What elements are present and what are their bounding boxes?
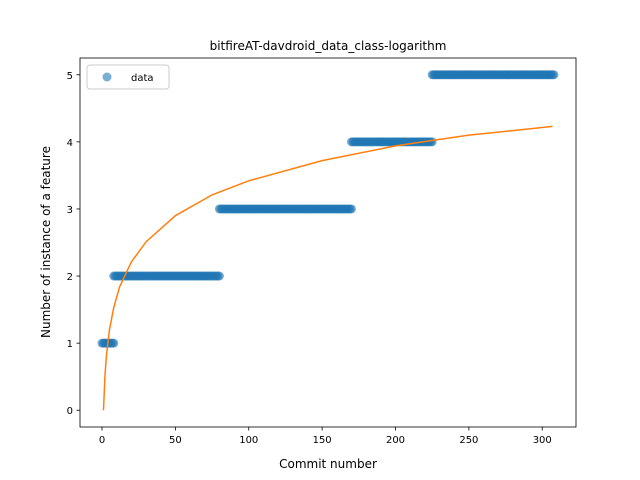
x-axis-title: Commit number — [279, 457, 377, 471]
data-point — [427, 137, 437, 147]
x-tick-label: 250 — [459, 435, 478, 446]
data-point — [109, 338, 119, 348]
x-tick-label: 200 — [386, 435, 405, 446]
x-tick-label: 0 — [99, 435, 105, 446]
legend: data — [86, 64, 170, 90]
y-tick-label: 5 — [67, 71, 73, 82]
y-tick-label: 3 — [67, 205, 73, 216]
legend-label-data: data — [131, 73, 154, 84]
data-point — [214, 271, 224, 281]
x-tick-label: 300 — [533, 435, 552, 446]
chart-title: bitfireAT-davdroid_data_class-logarithm — [210, 39, 447, 53]
fit-line — [102, 125, 553, 411]
legend-frame — [86, 64, 170, 90]
data-point — [346, 204, 356, 214]
axes: 0 50 100 150 200 250 300 0 1 2 3 4 5 — [67, 57, 577, 446]
plot-frame — [79, 57, 577, 428]
y-tick-label: 4 — [67, 138, 73, 149]
y-tick-label: 0 — [67, 406, 73, 417]
plot-area — [97, 70, 559, 411]
x-tick-label: 50 — [169, 435, 182, 446]
y-tick-label: 1 — [67, 339, 73, 350]
data-point — [549, 70, 559, 80]
x-tick-label: 150 — [313, 435, 332, 446]
x-tick-label: 100 — [239, 435, 258, 446]
y-tick-label: 2 — [67, 272, 73, 283]
y-axis-title: Number of instance of a feature — [39, 146, 53, 338]
legend-marker-data — [102, 72, 112, 82]
